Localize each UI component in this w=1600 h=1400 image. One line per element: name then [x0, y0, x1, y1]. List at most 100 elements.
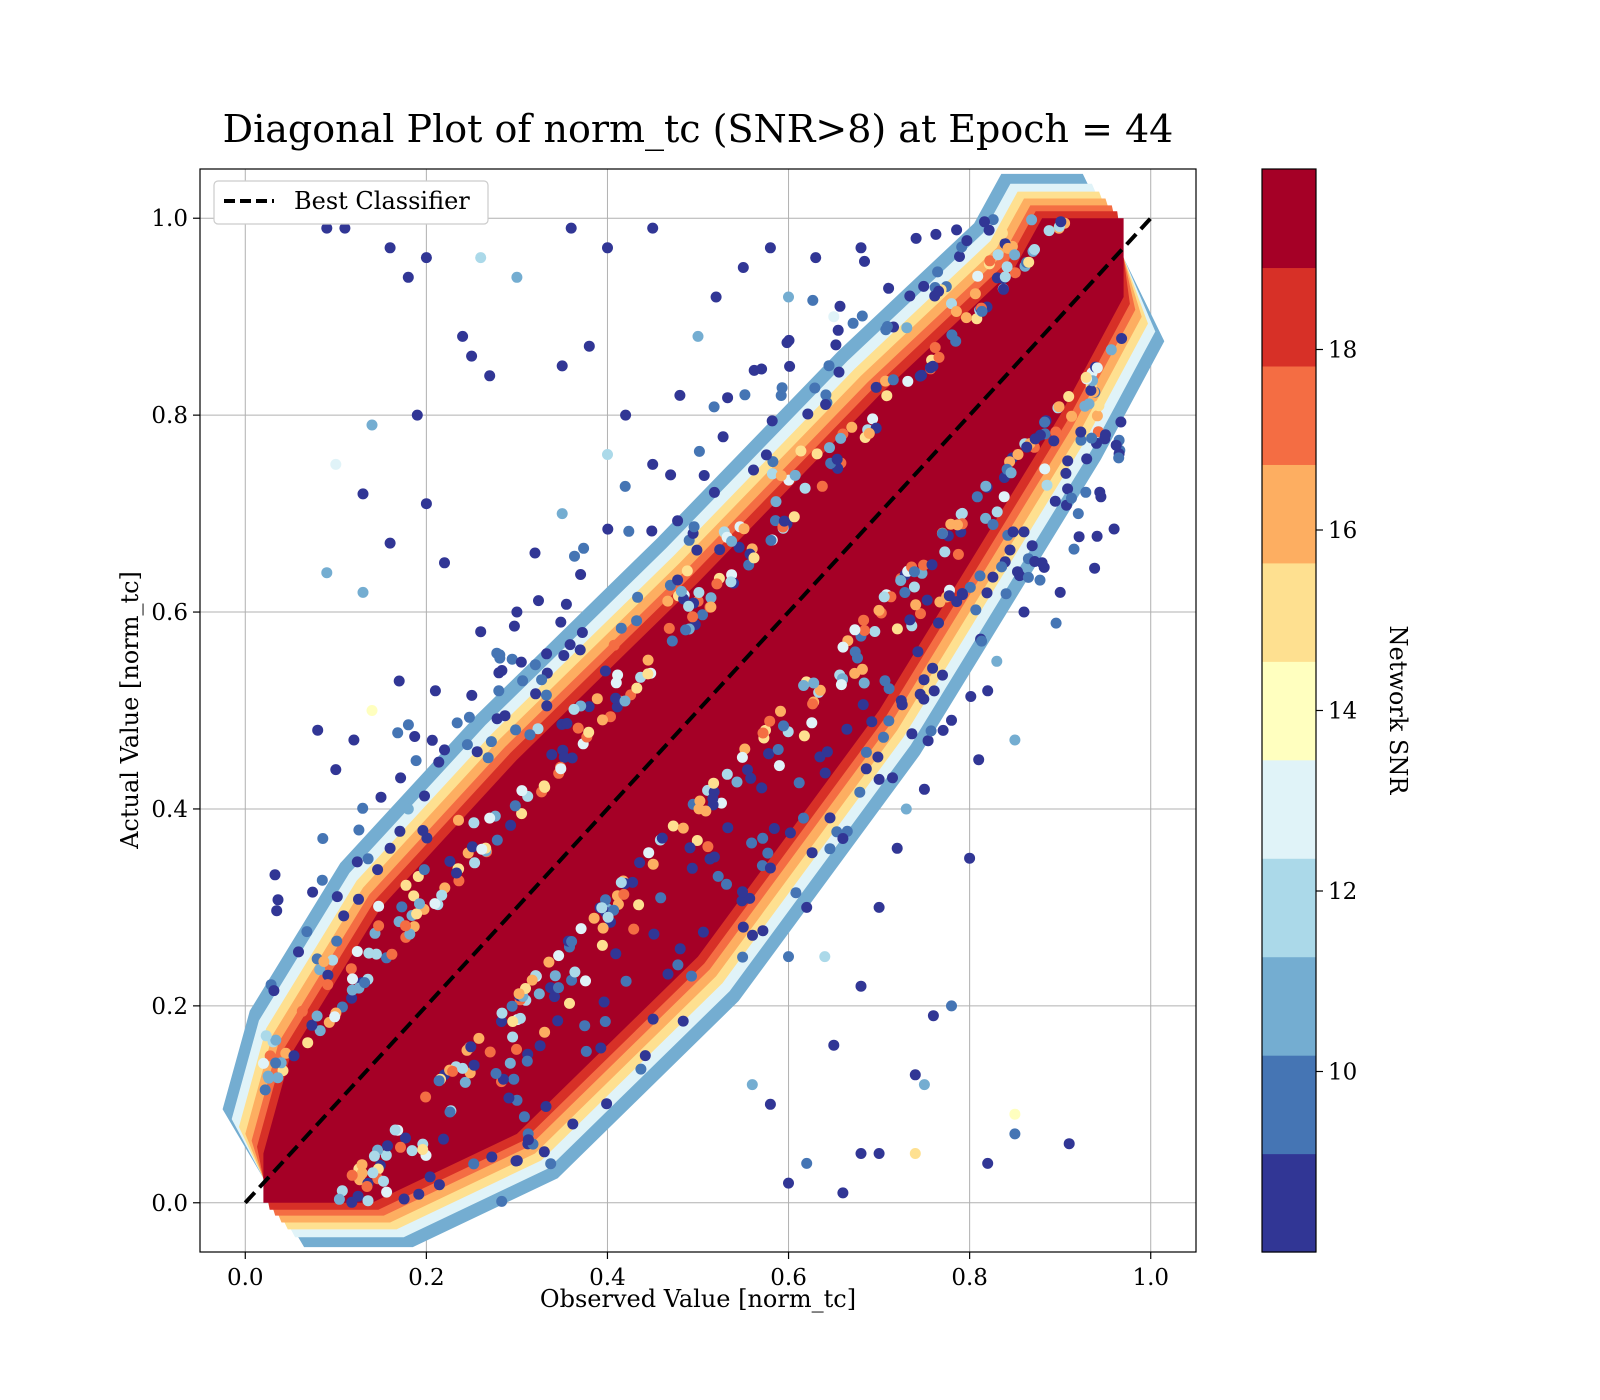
scatter-point	[757, 925, 769, 937]
scatter-point	[1066, 410, 1078, 422]
scatter-point	[380, 1149, 392, 1161]
scatter-point	[921, 594, 933, 606]
scatter-point	[846, 421, 858, 433]
scatter-point	[433, 1179, 445, 1191]
scatter-point	[345, 963, 357, 975]
scatter-point	[538, 1146, 550, 1158]
scatter-point	[438, 1133, 449, 1145]
scatter-point	[466, 689, 478, 701]
scatter-point	[964, 581, 976, 593]
scatter-point	[408, 890, 420, 902]
scatter-point	[322, 969, 334, 981]
scatter-point	[270, 1057, 282, 1069]
scatter-point	[686, 862, 698, 874]
scatter-point	[558, 650, 570, 661]
scatter-point	[832, 324, 844, 336]
colorbar-tick-label: 18	[1328, 338, 1357, 364]
scatter-point	[996, 227, 1008, 239]
scatter-point	[511, 1043, 522, 1055]
scatter-point	[485, 736, 497, 748]
scatter-point	[725, 576, 737, 588]
scatter-point	[820, 389, 832, 401]
scatter-point	[494, 649, 506, 661]
scatter-point	[896, 699, 908, 711]
scatter-point	[417, 825, 429, 836]
scatter-point	[933, 351, 945, 363]
scatter-point	[820, 399, 832, 410]
scatter-point	[908, 566, 920, 578]
scatter-point	[721, 878, 732, 890]
outlier-point	[384, 842, 396, 854]
scatter-point	[591, 693, 603, 705]
scatter-point	[802, 408, 814, 420]
scatter-point	[908, 581, 920, 593]
scatter-point	[1080, 371, 1092, 383]
outlier-point	[348, 734, 360, 746]
scatter-point	[860, 746, 872, 758]
scatter-point	[775, 705, 786, 717]
scatter-point	[867, 413, 879, 425]
scatter-point	[906, 728, 918, 740]
scatter-point	[574, 644, 586, 656]
scatter-point	[611, 701, 623, 713]
outlier-point	[855, 1148, 867, 1159]
scatter-point	[776, 382, 788, 394]
outlier-point	[475, 252, 487, 264]
scatter-point	[534, 1040, 546, 1052]
scatter-point	[831, 453, 843, 465]
scatter-point	[410, 755, 422, 767]
scatter-point	[545, 982, 557, 994]
scatter-point	[346, 1196, 358, 1208]
scatter-point	[378, 1175, 389, 1187]
colorbar-segment	[1262, 759, 1316, 859]
scatter-point	[849, 624, 861, 636]
scatter-point	[564, 639, 576, 651]
scatter-point	[987, 571, 999, 583]
scatter-point	[858, 677, 870, 689]
scatter-point	[991, 506, 1003, 518]
scatter-point	[737, 951, 749, 963]
scatter-point	[806, 847, 818, 859]
outlier-point	[900, 803, 912, 815]
scatter-point	[739, 743, 751, 755]
scatter-point	[721, 768, 733, 780]
scatter-point	[665, 469, 677, 481]
scatter-point	[1049, 495, 1061, 507]
scatter-point	[271, 905, 283, 917]
scatter-point	[394, 825, 406, 837]
scatter-point	[666, 635, 678, 647]
scatter-point	[331, 935, 343, 947]
scatter-point	[372, 864, 384, 876]
scatter-point	[795, 445, 807, 457]
scatter-point	[680, 624, 692, 636]
scatter-point	[643, 847, 655, 859]
scatter-point	[950, 306, 962, 317]
scatter-point	[631, 615, 643, 627]
outlier-point	[466, 350, 478, 362]
scatter-point	[553, 982, 564, 994]
scatter-point	[314, 1025, 326, 1037]
scatter-point	[451, 717, 463, 729]
scatter-point	[686, 970, 697, 982]
scatter-point	[984, 255, 996, 267]
outlier-point	[837, 1187, 849, 1199]
scatter-point	[353, 824, 365, 836]
outlier-point	[321, 567, 333, 579]
colorbar-segment	[1262, 365, 1316, 465]
scatter-point	[707, 793, 719, 805]
best-classifier-line-group	[243, 216, 1153, 1205]
scatter-point	[316, 874, 328, 886]
scatter-point	[883, 715, 895, 727]
plot-frame	[199, 168, 1197, 1253]
scatter-point	[599, 1016, 611, 1027]
scatter-point	[697, 609, 708, 621]
scatter-point	[1021, 441, 1033, 453]
scatter-point	[1093, 400, 1105, 412]
outlier-point	[891, 842, 903, 854]
outlier-point	[1054, 586, 1066, 598]
scatter-point	[268, 985, 280, 997]
scatter-point	[946, 298, 957, 310]
scatter-point	[857, 699, 869, 711]
scatter-point	[518, 1111, 530, 1123]
outlier-point	[475, 626, 487, 638]
